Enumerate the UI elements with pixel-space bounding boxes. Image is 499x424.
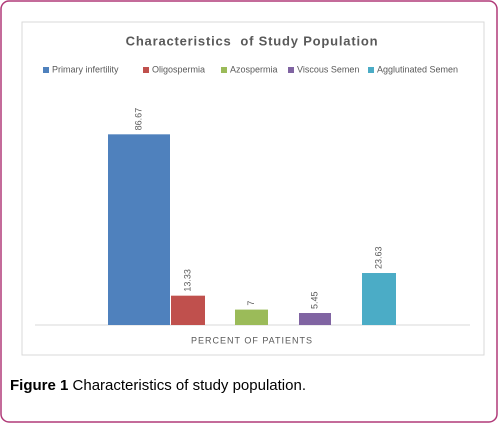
legend-swatch [43,67,49,73]
bar [362,273,396,325]
caption: Figure 1 Characteristics of study popula… [10,377,306,394]
legend-label: Agglutinated Semen [377,64,458,74]
legend-label: Viscous Semen [297,64,359,74]
chart-title: Characteristics of Study Population [126,33,379,48]
legend-swatch [143,67,149,73]
bar [171,295,205,325]
caption-label: Figure 1 [10,377,68,394]
legend-swatch [221,67,227,73]
bar [235,309,268,325]
bar [299,313,331,325]
bar [108,134,170,325]
legend-swatch [288,67,294,73]
data-label: 5.45 [309,291,319,309]
legend-label: Oligospermia [152,64,205,74]
caption-text: Characteristics of study population. [73,377,306,394]
legend-label: Primary infertility [52,64,119,74]
legend-swatch [368,67,374,73]
data-label: 86.67 [133,108,143,131]
data-label: 7 [246,301,256,306]
data-label: 23.63 [373,246,383,269]
chart-frame [21,21,485,356]
legend-label: Azospermia [230,64,278,74]
x-tick-label: PERCENT OF PATIENTS [191,335,313,345]
data-label: 13.33 [182,269,192,292]
